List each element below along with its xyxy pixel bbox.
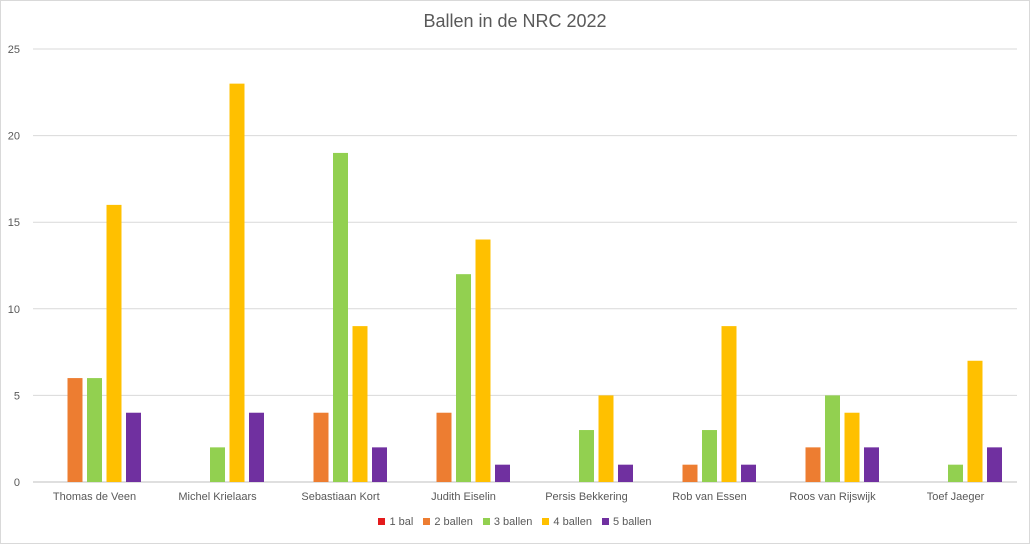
bar	[948, 464, 963, 482]
bar	[844, 412, 860, 482]
legend-label: 2 ballen	[434, 516, 473, 528]
legend-swatch	[482, 518, 490, 525]
bar	[702, 430, 717, 482]
legend-label: 3 ballen	[493, 516, 533, 528]
x-tick-label: Judith Eiselin	[431, 491, 496, 503]
y-tick-label: 0	[14, 477, 20, 489]
bar	[805, 447, 821, 482]
bar	[721, 326, 737, 482]
legend-swatch	[542, 518, 550, 525]
x-tick-label: Sebastiaan Kort	[301, 491, 379, 503]
bar	[352, 326, 368, 482]
y-tick-label: 5	[14, 390, 20, 402]
legend-swatch	[378, 518, 386, 525]
bar	[106, 204, 122, 482]
legend-item: 1 bal	[378, 516, 413, 528]
legend-label: 4 ballen	[553, 516, 592, 528]
x-tick-label: Persis Bekkering	[545, 491, 628, 503]
bar	[249, 412, 264, 482]
legend-label: 1 bal	[389, 516, 414, 528]
y-tick-label: 10	[8, 304, 20, 316]
bar	[333, 152, 348, 483]
bar	[436, 412, 452, 482]
bar	[210, 447, 225, 482]
legend-label: 5 ballen	[612, 516, 652, 528]
x-tick-label: Toef Jaeger	[927, 491, 985, 503]
bar	[967, 360, 983, 482]
chart-title: Ballen in de NRC 2022	[423, 11, 607, 31]
bar	[682, 464, 698, 482]
bar	[67, 378, 83, 482]
bar	[864, 447, 879, 482]
y-tick-label: 20	[8, 131, 20, 143]
bar	[825, 395, 840, 482]
x-tick-label: Roos van Rijswijk	[789, 491, 876, 503]
legend: 1 bal 2 ballen 3 ballen 4 ballen 5 ballen	[0, 516, 1030, 528]
legend-item: 4 ballen	[542, 516, 592, 528]
bar	[372, 447, 387, 482]
bars	[67, 83, 1002, 483]
bar	[313, 412, 329, 482]
bar	[579, 430, 594, 482]
bar	[598, 395, 614, 482]
y-axis: 0 5 10 15 20 25	[8, 44, 20, 489]
legend-swatch	[601, 518, 609, 525]
x-tick-label: Thomas de Veen	[53, 491, 136, 503]
bar	[618, 464, 633, 482]
y-tick-label: 15	[8, 217, 20, 229]
bar	[87, 378, 102, 482]
bar	[987, 447, 1002, 482]
bar	[126, 412, 141, 482]
gridlines	[33, 48, 1017, 483]
legend-item: 2 ballen	[423, 516, 473, 528]
x-tick-label: Rob van Essen	[672, 491, 747, 503]
bar	[475, 239, 491, 482]
bar	[741, 464, 756, 482]
x-axis: Thomas de Veen Michel Krielaars Sebastiaan…	[53, 491, 985, 503]
y-tick-label: 25	[8, 44, 20, 56]
bar	[229, 83, 245, 482]
legend-swatch	[423, 518, 431, 525]
bar	[495, 464, 510, 482]
legend-item: 3 ballen	[482, 516, 533, 528]
x-tick-label: Michel Krielaars	[178, 491, 257, 503]
bar	[456, 274, 471, 482]
legend-item: 5 ballen	[601, 516, 652, 528]
